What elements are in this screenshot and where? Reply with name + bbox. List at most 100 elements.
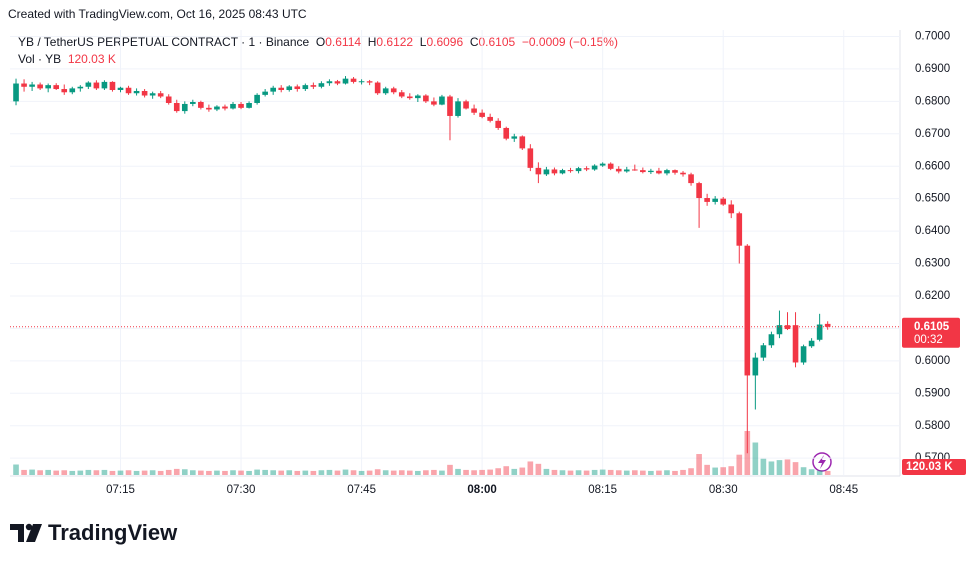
volume-bar — [165, 469, 172, 475]
volume-bar — [640, 470, 646, 475]
candle-body — [672, 170, 678, 173]
volume-bar — [575, 470, 582, 475]
x-tick-label: 08:30 — [709, 484, 738, 496]
candle-body — [768, 334, 775, 346]
candle-body — [326, 81, 333, 84]
brand: TradingView — [48, 520, 178, 545]
x-tick-label: 07:45 — [347, 484, 376, 496]
volume-bar — [704, 464, 710, 475]
candle-body — [704, 198, 710, 202]
volume-bar — [254, 469, 260, 475]
volume-bar — [583, 470, 590, 475]
candle-body — [527, 148, 534, 168]
volume-bar — [672, 470, 678, 475]
volume-bar — [53, 470, 60, 475]
candle-body — [294, 86, 301, 90]
candle-body — [447, 96, 453, 116]
candle-body — [607, 163, 614, 169]
candle-body — [109, 81, 116, 91]
candle-body — [760, 345, 767, 358]
x-tick-label: 07:15 — [106, 484, 135, 496]
volume-bar — [77, 470, 84, 475]
volume-bar — [270, 470, 276, 475]
change-pct: (−0.15%) — [568, 35, 618, 49]
change: −0.0009 — [521, 35, 566, 49]
volume-bar — [382, 470, 389, 475]
candle-body — [575, 168, 582, 172]
volume-bar — [101, 469, 108, 475]
volume-bar — [262, 469, 268, 475]
volume-bar — [415, 470, 421, 475]
candle-body — [431, 101, 437, 105]
volume-bar — [768, 461, 775, 475]
candle-body — [688, 174, 694, 184]
candle-body — [302, 85, 309, 90]
candle-body — [270, 87, 276, 92]
volume-bar — [318, 470, 325, 475]
volume-bar — [792, 462, 799, 475]
volume-bar — [21, 469, 27, 475]
candle-body — [117, 87, 124, 91]
volume-bar — [479, 469, 485, 475]
y-tick-label: 0.6500 — [915, 193, 950, 205]
volume-name: Vol · YB — [18, 52, 62, 66]
candle-body — [808, 340, 815, 347]
candle-body — [800, 346, 807, 363]
volume-bar — [93, 470, 100, 475]
volume-bar — [61, 470, 68, 475]
volume-bar — [294, 470, 301, 475]
chart: 0.7000 0.6900 0.6800 0.6700 0.6600 0.6500 0.64… — [10, 30, 966, 496]
candle-body — [230, 103, 236, 109]
volume-bar — [680, 469, 686, 475]
candle-body — [696, 183, 702, 199]
candle-body — [728, 204, 735, 214]
candle-body — [53, 85, 60, 90]
volume-bar — [720, 467, 727, 475]
volume-bar — [157, 470, 164, 475]
volume-bar — [463, 469, 469, 475]
candle-body — [206, 107, 212, 110]
volume-bar — [423, 470, 429, 475]
volume-bar — [599, 469, 606, 475]
candle-body — [198, 102, 204, 108]
volume-bar — [222, 470, 228, 475]
volume-bar — [784, 459, 791, 475]
volume-bar — [696, 454, 702, 475]
volume-bar — [511, 468, 518, 475]
candle-body — [535, 167, 542, 175]
volume-bar — [358, 470, 365, 475]
volume-bar — [190, 470, 196, 475]
volume-bar — [13, 464, 19, 475]
candle-body — [262, 91, 268, 95]
candle-body — [374, 82, 381, 94]
volume-bar — [455, 468, 461, 475]
legend-value: 0.6105 — [478, 35, 516, 49]
candle-body — [511, 136, 518, 139]
candle-body — [623, 169, 630, 172]
volume-bar — [519, 467, 526, 475]
candle-body — [776, 325, 783, 335]
volume-bar — [214, 470, 220, 475]
candle-body — [286, 86, 293, 91]
volume-bar — [69, 470, 76, 475]
volume-bar — [760, 458, 767, 475]
candle-body — [471, 108, 477, 113]
x-tick-label: 08:00 — [467, 484, 496, 496]
volume-bar — [133, 470, 140, 475]
candle-body — [214, 106, 220, 110]
candle-body — [278, 87, 285, 91]
candle-body — [93, 82, 100, 89]
candle-body — [487, 116, 493, 121]
candle-body — [479, 112, 485, 117]
volume-bar — [487, 469, 493, 475]
candle-body — [406, 96, 413, 99]
volume-bar — [688, 468, 694, 475]
candle-body — [310, 85, 317, 87]
volume-bar — [648, 470, 654, 475]
volume-bar — [712, 467, 718, 475]
candle-body — [125, 87, 132, 94]
candle-body — [752, 357, 759, 376]
volume-bar — [390, 470, 397, 475]
candle-body — [350, 78, 357, 82]
volume-bar — [551, 469, 558, 475]
